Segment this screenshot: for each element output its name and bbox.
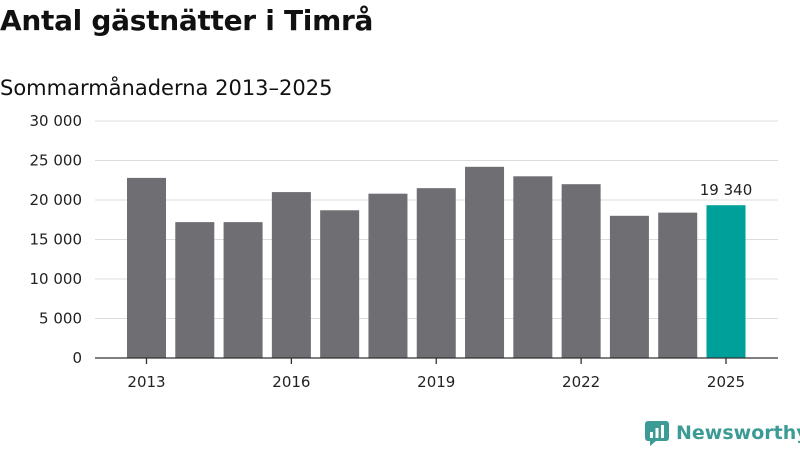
- bar-2025: [706, 205, 746, 358]
- bar-2013: [127, 177, 166, 358]
- y-tick-label: 0: [72, 349, 82, 367]
- chart-title: Antal gästnätter i Timrå: [0, 4, 374, 37]
- brand-logo: Newsworthy: [644, 419, 800, 447]
- x-tick-label: 2016: [272, 373, 310, 391]
- bar-2024: [658, 212, 698, 358]
- bar-2019: [416, 188, 456, 358]
- chart-subtitle: Sommarmånaderna 2013–2025: [0, 76, 333, 100]
- bar-2015: [223, 222, 263, 358]
- x-tick-label: 2019: [417, 373, 455, 391]
- bars: [127, 166, 746, 358]
- bar-chart: 0 5 000 10 000 15 000 20 000 25 000 30 000 19 …: [30, 112, 778, 391]
- x-axis: 2013 2016 2019 2022 2025: [95, 357, 778, 391]
- x-tick-label: 2022: [562, 373, 600, 391]
- y-tick-label: 15 000: [30, 231, 83, 249]
- bar-2021: [513, 176, 553, 358]
- bar-2014: [175, 222, 215, 358]
- bar-2017: [320, 210, 360, 358]
- y-tick-label: 20 000: [30, 191, 83, 209]
- brand-name: Newsworthy: [676, 422, 800, 444]
- y-tick-label: 5 000: [39, 310, 82, 328]
- y-tick-label: 10 000: [30, 270, 83, 288]
- newsworthy-logo-icon: [645, 421, 669, 446]
- bar-2018: [368, 193, 408, 358]
- data-label-2025: 19 340: [700, 181, 753, 199]
- bar-2020: [465, 166, 505, 358]
- bar-2023: [609, 215, 649, 358]
- x-tick-label: 2025: [707, 373, 745, 391]
- y-tick-label: 30 000: [30, 112, 83, 130]
- data-labels: 19 340: [700, 181, 753, 199]
- y-tick-label: 25 000: [30, 152, 83, 170]
- bar-2016: [271, 192, 311, 358]
- y-axis-ticks: 0 5 000 10 000 15 000 20 000 25 000 30 000: [30, 112, 83, 367]
- bar-2022: [561, 184, 601, 358]
- x-tick-label: 2013: [127, 373, 165, 391]
